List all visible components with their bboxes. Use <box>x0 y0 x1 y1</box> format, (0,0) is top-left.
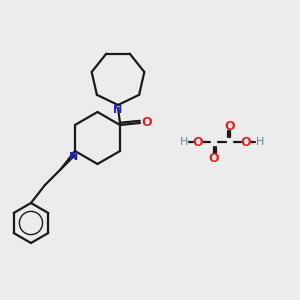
Text: O: O <box>225 119 235 133</box>
Text: H: H <box>180 137 188 147</box>
Text: H: H <box>256 137 264 147</box>
Text: O: O <box>241 136 251 148</box>
Text: N: N <box>113 105 123 115</box>
Text: O: O <box>193 136 203 148</box>
Text: N: N <box>69 152 79 162</box>
Text: O: O <box>142 116 152 130</box>
Text: O: O <box>209 152 219 164</box>
